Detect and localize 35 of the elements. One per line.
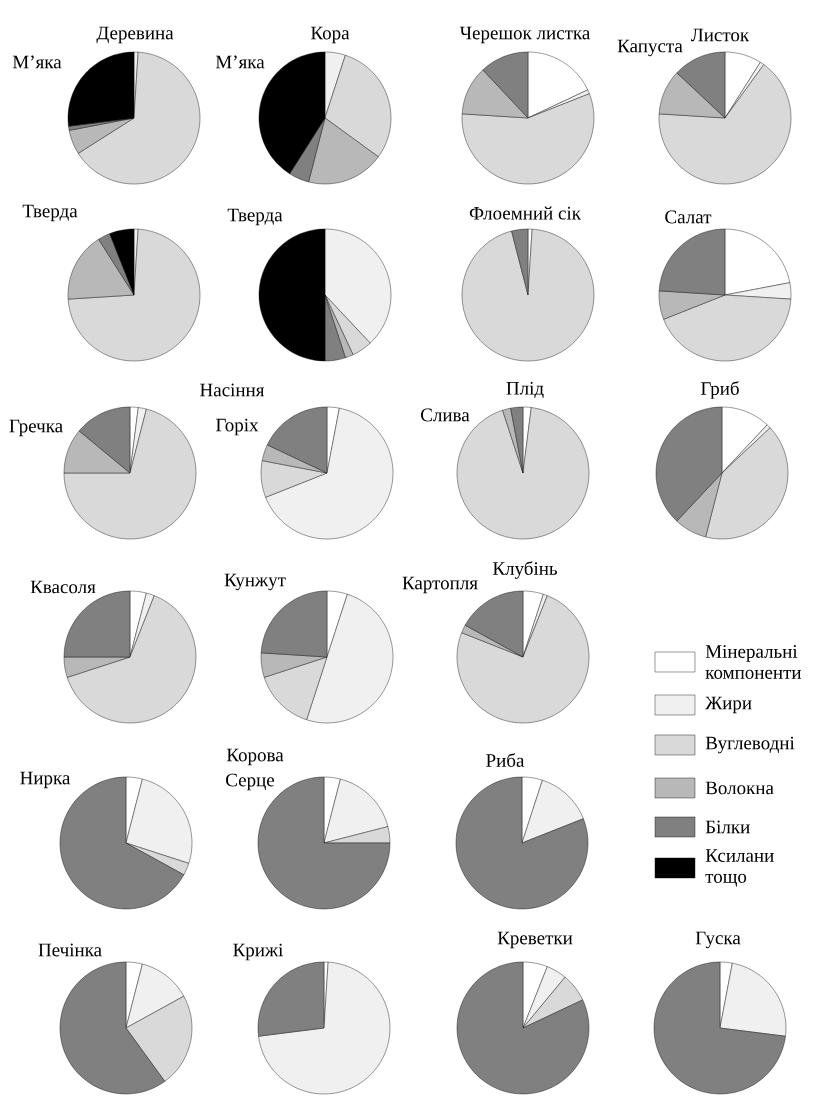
legend-label: Мінеральні компоненти — [705, 645, 802, 679]
chart-subtitle: Серце — [226, 773, 275, 791]
chart-title: Деревина — [96, 26, 174, 44]
chart-title: Крижі — [233, 943, 283, 961]
chart-title: Креветки — [497, 931, 573, 949]
chart-subtitle: Картопля — [402, 576, 478, 594]
chart-subtitle: Слива — [421, 408, 470, 422]
chart-title: Печінка — [38, 943, 102, 957]
chart-title: Клубінь — [492, 561, 558, 579]
text: Горіх — [216, 418, 259, 436]
chart-title: Черешок листка — [459, 26, 591, 44]
text: Гречка — [9, 419, 63, 437]
chart-title: Листок — [691, 28, 750, 42]
chart-title: Гриб — [700, 381, 739, 399]
chart-title: Нирка — [20, 771, 71, 789]
legend-label: Білки — [705, 820, 750, 834]
legend-label: Ксилани тощо — [705, 849, 774, 887]
chart-title: Квасоля — [30, 580, 96, 594]
chart-subtitle: Капуста — [617, 39, 683, 57]
legend-label: Жири — [705, 696, 752, 714]
chart-title: Плід — [506, 381, 544, 399]
chart-subtitle: М’яка — [215, 55, 265, 69]
chart-subtitle: М’яка — [12, 55, 62, 69]
chart-title: Салат — [665, 210, 712, 224]
legend-label: Волокна — [705, 781, 774, 795]
chart-title: Насіння — [200, 383, 265, 397]
chart-title: Флоемний сік — [469, 206, 581, 220]
chart-title: Кора — [310, 26, 350, 44]
chart-title: Тверда — [227, 208, 283, 226]
chart-title: Кунжут — [224, 573, 286, 591]
chart-title: Гуска — [695, 931, 741, 949]
legend-label: Вуглеводні — [705, 736, 795, 754]
chart-title: Корова — [226, 748, 284, 766]
text: Риба — [486, 753, 525, 767]
chart-title: Тверда — [22, 204, 78, 222]
